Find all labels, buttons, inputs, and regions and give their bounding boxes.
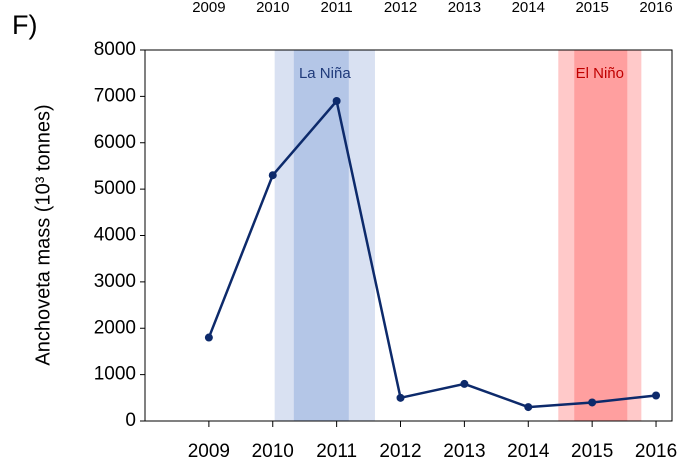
x-tick-label: 2012 (379, 441, 421, 462)
band-inner (293, 50, 349, 421)
y-tick-label: 6000 (94, 132, 136, 153)
x-tick-label: 2013 (443, 441, 485, 462)
x-top-tick-label: 2012 (384, 0, 417, 16)
y-tick-label: 3000 (94, 271, 136, 292)
y-tick-label: 2000 (94, 317, 136, 338)
y-axis-label: Anchoveta mass (10³ tonnes) (32, 104, 54, 365)
x-top-tick-label: 2014 (512, 0, 545, 16)
x-tick-label: 2011 (316, 441, 357, 462)
point (332, 97, 341, 106)
x-top-tick-label: 2009 (192, 0, 225, 16)
x-top-tick-label: 2015 (575, 0, 608, 16)
band-label: El Niño (576, 65, 624, 82)
point (204, 333, 213, 342)
point (524, 403, 533, 412)
x-tick-label: 2009 (188, 441, 230, 462)
x-top-tick-label: 2016 (639, 0, 672, 16)
point (588, 398, 597, 407)
line (207, 98, 657, 409)
y-tick-label: 1000 (94, 364, 136, 385)
x-top-tick-label: 2013 (448, 0, 481, 16)
x-tick-label: 2016 (635, 441, 677, 462)
y-tick-label: 0 (125, 410, 136, 431)
band-label: La Niña (299, 65, 351, 82)
y-tick-label: 7000 (94, 85, 136, 106)
point (652, 391, 661, 400)
point (396, 393, 405, 402)
band-inner (574, 50, 628, 421)
x-tick-label: 2015 (571, 441, 613, 462)
panel-label: F) (12, 10, 37, 40)
y-tick-label: 5000 (94, 178, 136, 199)
x-tick-label: 2014 (507, 441, 550, 462)
x-top-tick-label: 2010 (256, 0, 289, 16)
y-tick-label: 4000 (94, 225, 136, 246)
point (268, 171, 277, 180)
x-top-tick-label: 2011 (321, 0, 353, 16)
x-tick-label: 2010 (252, 441, 294, 462)
y-tick-label: 8000 (94, 39, 136, 60)
point (460, 379, 469, 388)
